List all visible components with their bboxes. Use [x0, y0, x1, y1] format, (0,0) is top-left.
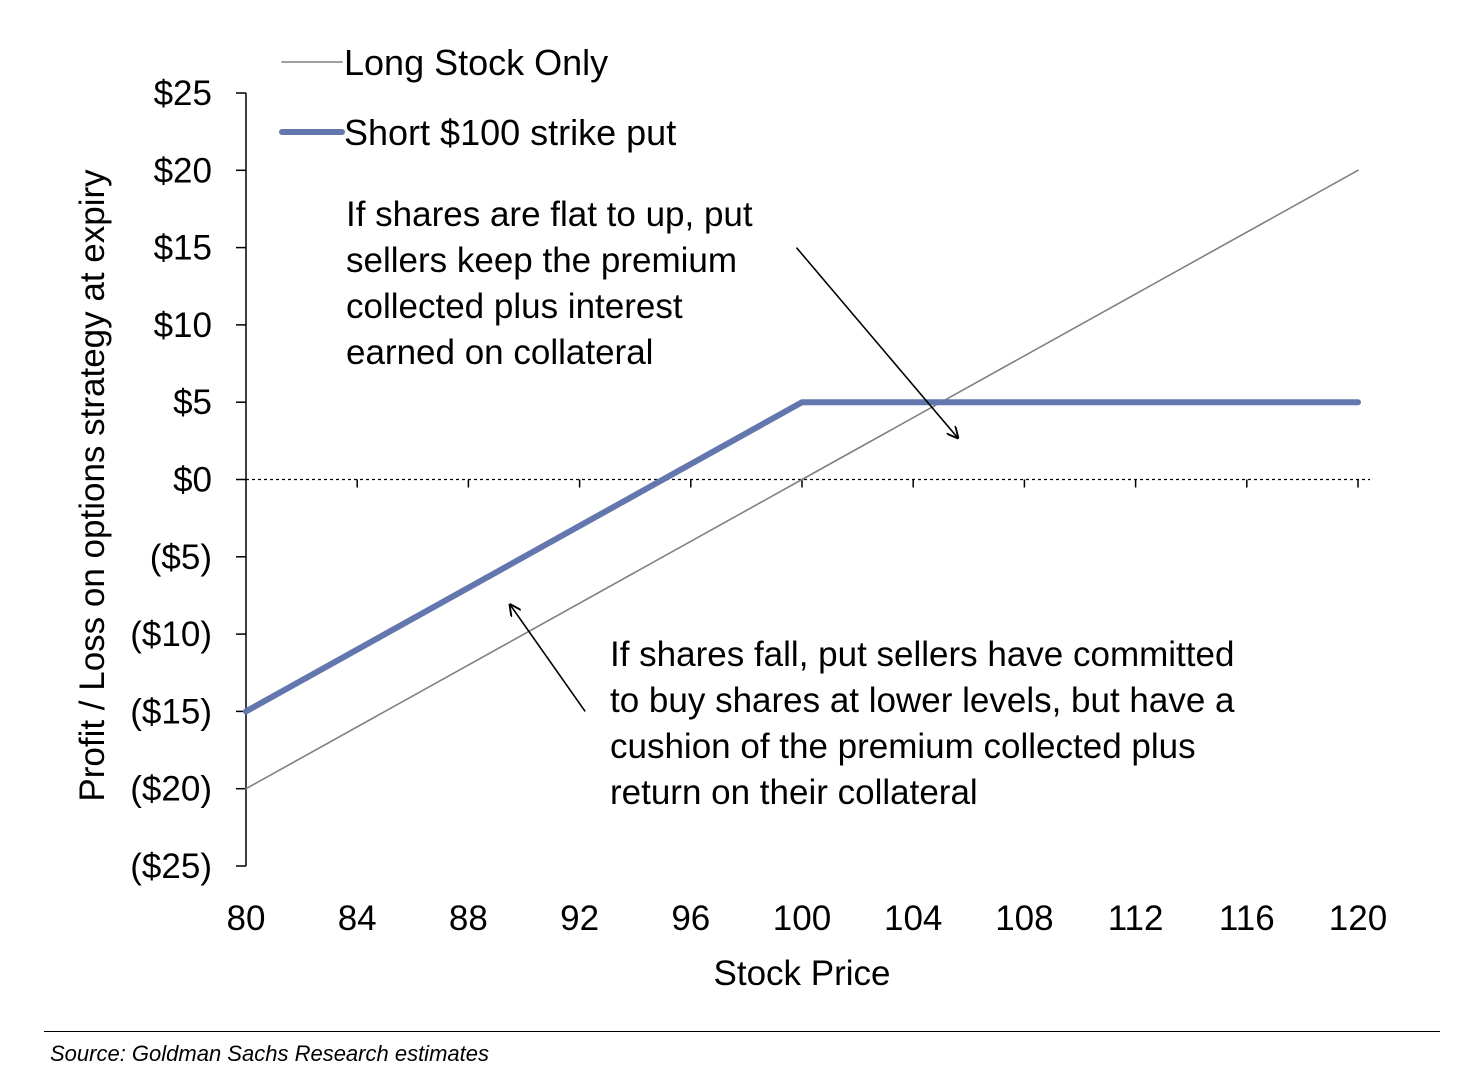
x-tick-label: 88	[449, 899, 488, 938]
x-axis-title: Stock Price	[714, 954, 891, 993]
y-tick-label: ($10)	[130, 615, 212, 654]
annotation-arrow	[510, 605, 586, 712]
x-tick-label: 100	[773, 899, 831, 938]
y-tick-label: $25	[154, 74, 212, 113]
x-tick-label: 112	[1108, 899, 1164, 938]
legend-label: Short $100 strike put	[344, 112, 676, 153]
legend-label: Long Stock Only	[344, 42, 608, 83]
annotation-line: cushion of the premium collected plus	[610, 727, 1196, 766]
source-divider	[44, 1031, 1440, 1032]
annotation-line: collected plus interest	[346, 287, 683, 326]
x-tick-label: 108	[995, 899, 1053, 938]
y-tick-label: $5	[173, 383, 212, 422]
legend: Long Stock Only Short $100 strike put	[279, 42, 676, 153]
y-tick-label: $0	[173, 461, 212, 500]
annotation-flat-to-up: If shares are flat to up, put sellers ke…	[346, 192, 866, 376]
y-tick-label: $20	[154, 151, 212, 190]
y-tick-label: ($20)	[130, 770, 212, 809]
y-axis-title: Profit / Loss on options strategy at exp…	[73, 169, 112, 802]
y-tick-label: $10	[154, 306, 212, 345]
annotation-line: If shares fall, put sellers have committ…	[610, 635, 1235, 674]
x-tick-label: 80	[227, 899, 266, 938]
x-tick-label: 104	[884, 899, 942, 938]
annotation-arrows	[510, 247, 958, 712]
x-tick-label: 92	[560, 899, 599, 938]
annotation-line: sellers keep the premium	[346, 241, 737, 280]
annotation-line: to buy shares at lower levels, but have …	[610, 681, 1235, 720]
source-note: Source: Goldman Sachs Research estimates	[50, 1041, 489, 1066]
x-tick-label: 96	[671, 899, 710, 938]
x-tick-label: 84	[338, 899, 377, 938]
series-short-put-line	[243, 399, 1361, 715]
annotation-line: return on their collateral	[610, 773, 978, 812]
annotation-shares-fall: If shares fall, put sellers have committ…	[610, 632, 1370, 816]
series-group	[243, 169, 1361, 790]
annotation-arrow	[795, 247, 957, 438]
axes: $25 $20 $15 $10 $5 $0 ($5) ($10) ($15) ($20) ($25)…	[130, 74, 1387, 938]
y-tick-label: $15	[154, 229, 212, 268]
y-tick-label: ($25)	[130, 847, 212, 886]
y-tick-label: ($5)	[150, 538, 212, 577]
annotation-line: earned on collateral	[346, 333, 654, 372]
annotation-line: If shares are flat to up, put	[346, 195, 753, 234]
x-tick-label: 120	[1329, 899, 1387, 938]
x-tick-label: 116	[1219, 899, 1275, 938]
y-tick-label: ($15)	[130, 692, 212, 731]
series-long-stock-line	[245, 169, 1359, 790]
